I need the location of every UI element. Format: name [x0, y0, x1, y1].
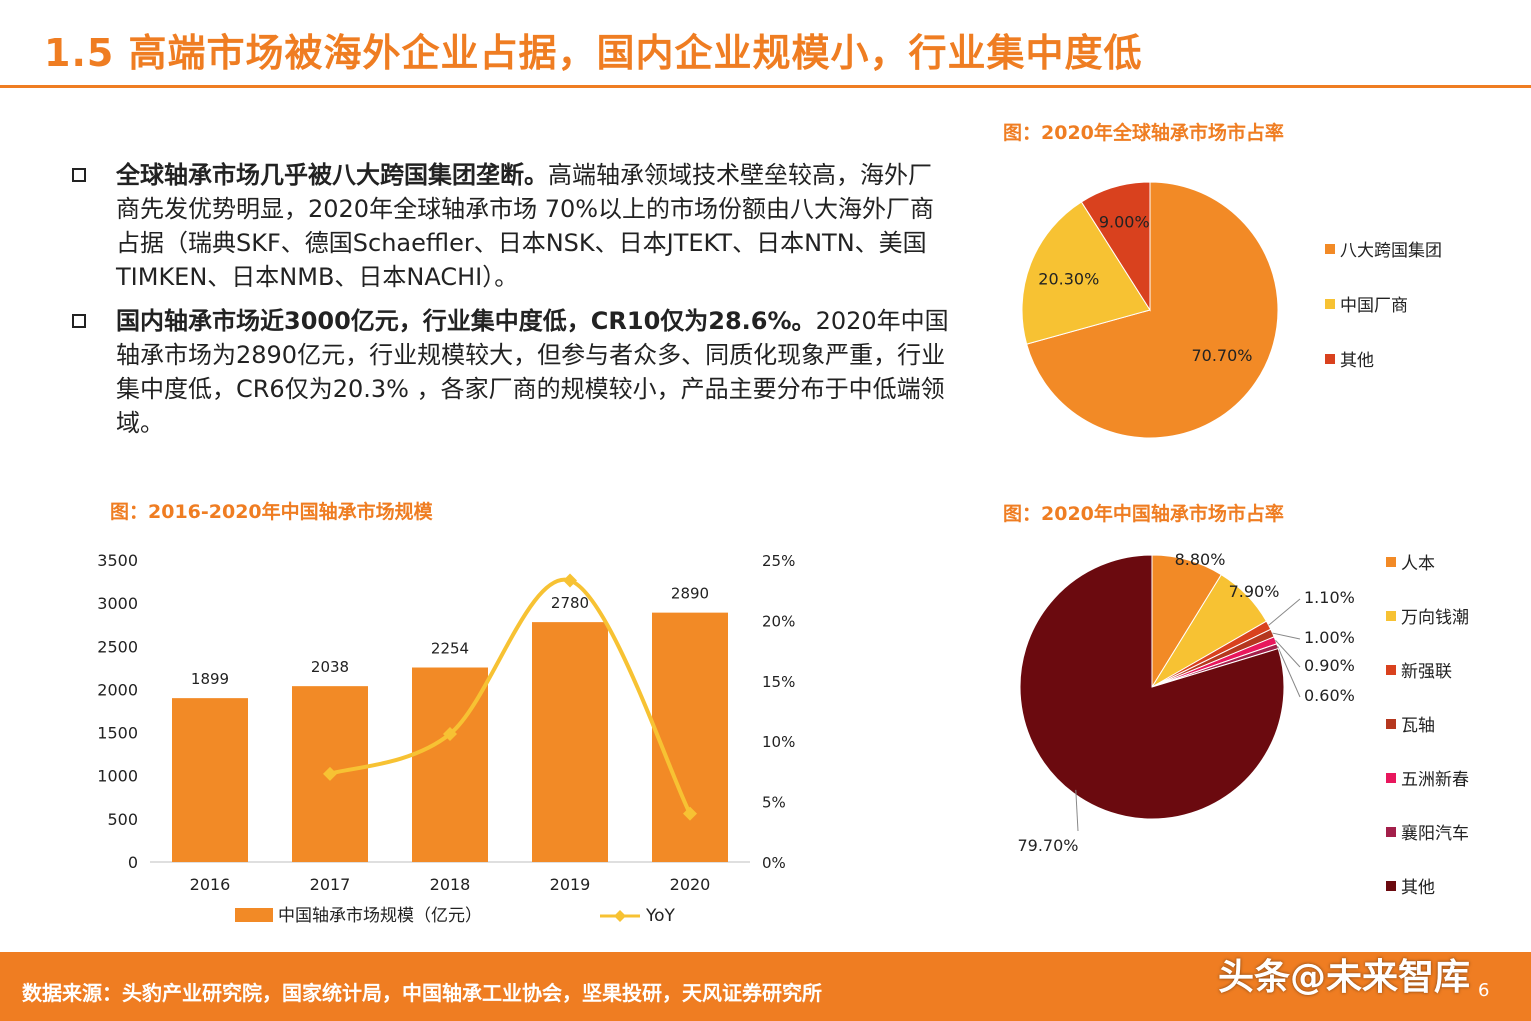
bullet-bold: 全球轴承市场几乎被八大跨国集团垄断。 [116, 161, 548, 189]
x-tick-label: 2017 [310, 875, 351, 894]
yoy-line [329, 577, 692, 815]
global-pie-title: 图：2020年全球轴承市场市占率 [1003, 122, 1284, 144]
y-left-tick-label: 1500 [97, 724, 138, 743]
y-right-tick-label: 5% [762, 794, 786, 812]
x-tick-label: 2018 [430, 875, 471, 894]
pie-slice [1080, 181, 1151, 312]
pie-value-label: 70.70% [1191, 346, 1252, 365]
bar-value-label: 2890 [671, 585, 709, 603]
pie-value-label: 9.00% [1099, 212, 1150, 231]
x-tick-label: 2016 [190, 875, 231, 894]
title-divider [0, 85, 1531, 88]
pie-value-label: 20.30% [1038, 270, 1099, 289]
legend-label: 襄阳汽车 [1401, 823, 1469, 844]
pie-leader-line [1272, 632, 1301, 640]
y-left-tick-label: 500 [107, 810, 138, 829]
y-right-tick-label: 0% [762, 854, 786, 872]
legend-swatch [1386, 557, 1396, 567]
bullet-text: 2020年中国轴承市场为2890亿元，行业规模较大，但参与者众多、同质化现象严重… [116, 307, 949, 437]
pie-leader-line [1277, 646, 1301, 698]
yoy-marker [323, 766, 337, 781]
legend-label: 八大跨国集团 [1340, 241, 1442, 261]
bullet-text: 高端轴承领域技术壁垒较高，海外厂商先发优势明显，2020年全球轴承市场 70%以… [116, 161, 935, 291]
legend-label: 新强联 [1401, 662, 1452, 682]
square-bullet-icon [72, 314, 86, 328]
y-left-tick-label: 3500 [97, 551, 138, 570]
y-right-tick-label: 20% [762, 612, 795, 630]
legend-swatch [1386, 611, 1396, 621]
data-source: 数据来源：头豹产业研究院，国家统计局，中国轴承工业协会，坚果投研，天风证券研究所 [22, 981, 822, 1005]
bullet-item-domestic: 国内轴承市场近3000亿元，行业集中度低，CR10仅为28.6%。2020年中国… [70, 304, 950, 440]
pie-value-label: 7.90% [1229, 582, 1280, 601]
bar-value-label: 2780 [551, 594, 589, 612]
square-bullet-icon [72, 168, 86, 182]
y-left-tick-label: 2000 [97, 680, 138, 699]
legend-swatch [1325, 354, 1335, 364]
china-pie-title: 图：2020年中国轴承市场市占率 [1003, 503, 1284, 525]
page-title: 1.5 高端市场被海外企业占据，国内企业规模小，行业集中度低 [44, 31, 1143, 75]
yoy-marker [683, 806, 697, 821]
pie-value-label: 1.00% [1304, 628, 1355, 647]
legend-label: 五洲新春 [1401, 770, 1469, 790]
pie-value-label: 79.70% [1017, 836, 1078, 855]
pie-leader-line [1268, 598, 1301, 626]
legend-bar-label: 中国轴承市场规模（亿元） [278, 906, 482, 926]
legend-label: 其他 [1401, 878, 1435, 898]
pie-value-label: 8.80% [1175, 550, 1226, 569]
y-right-tick-label: 25% [762, 552, 795, 570]
y-left-tick-label: 0 [128, 853, 138, 872]
y-left-tick-label: 3000 [97, 594, 138, 613]
bar-value-label: 2038 [311, 658, 349, 676]
pie-value-label: 0.60% [1304, 686, 1355, 705]
legend-bar-swatch [235, 908, 273, 922]
legend-swatch [1386, 665, 1396, 675]
legend-label: 万向钱潮 [1401, 608, 1469, 628]
bar [532, 622, 608, 862]
legend-line-label: YoY [645, 906, 676, 926]
bullet-bold: 国内轴承市场近3000亿元，行业集中度低，CR10仅为28.6%。 [116, 307, 816, 335]
pie-value-label: 0.90% [1304, 656, 1355, 675]
legend-swatch [1325, 299, 1335, 309]
bar-chart: 0 500 1000 1500 2000 2500 3000 3500 0% 5% 10% 15% 20… [97, 551, 795, 926]
bar [652, 612, 728, 862]
pie-slice [1019, 554, 1285, 820]
y-left-tick-label: 2500 [97, 637, 138, 656]
y-right-tick-label: 10% [762, 733, 795, 751]
yoy-marker [443, 726, 457, 741]
china-pie-chart: 8.80%7.90% 1.10% 1.00% 0.90% 0.60% 79.70% 人本万向… [1017, 550, 1469, 898]
x-tick-label: 2020 [670, 875, 711, 894]
legend-swatch [1386, 773, 1396, 783]
pie-value-label: 1.10% [1304, 588, 1355, 607]
x-tick-label: 2019 [550, 875, 591, 894]
y-left-tick-label: 1000 [97, 767, 138, 786]
pie-leader-line [1075, 789, 1079, 832]
legend-swatch [1386, 827, 1396, 837]
legend-label: 瓦轴 [1401, 716, 1435, 736]
footer-bar [0, 952, 1531, 1021]
bar-chart-title: 图：2016-2020年中国轴承市场规模 [110, 501, 433, 523]
legend-label: 中国厂商 [1340, 296, 1408, 316]
bullet-item-global: 全球轴承市场几乎被八大跨国集团垄断。高端轴承领域技术壁垒较高，海外厂商先发优势明… [70, 158, 950, 294]
legend-label: 人本 [1401, 554, 1435, 574]
bar-value-label: 2254 [431, 640, 469, 658]
legend-label: 其他 [1340, 351, 1374, 371]
page-number: 6 [1478, 980, 1490, 1001]
pie-slice [1021, 201, 1151, 345]
bar [172, 698, 248, 862]
y-right-tick-label: 15% [762, 673, 795, 691]
yoy-marker [563, 573, 577, 588]
legend-swatch [1386, 881, 1396, 891]
legend-line-marker [614, 910, 626, 922]
pie-slice [1026, 181, 1279, 439]
bar-value-label: 1899 [191, 670, 229, 688]
pie-leader-line [1275, 640, 1301, 668]
legend-swatch [1386, 719, 1396, 729]
bullet-list: 全球轴承市场几乎被八大跨国集团垄断。高端轴承领域技术壁垒较高，海外厂商先发优势明… [70, 158, 950, 450]
legend-swatch [1325, 244, 1335, 254]
watermark: 头条@未来智库 [1218, 957, 1471, 998]
